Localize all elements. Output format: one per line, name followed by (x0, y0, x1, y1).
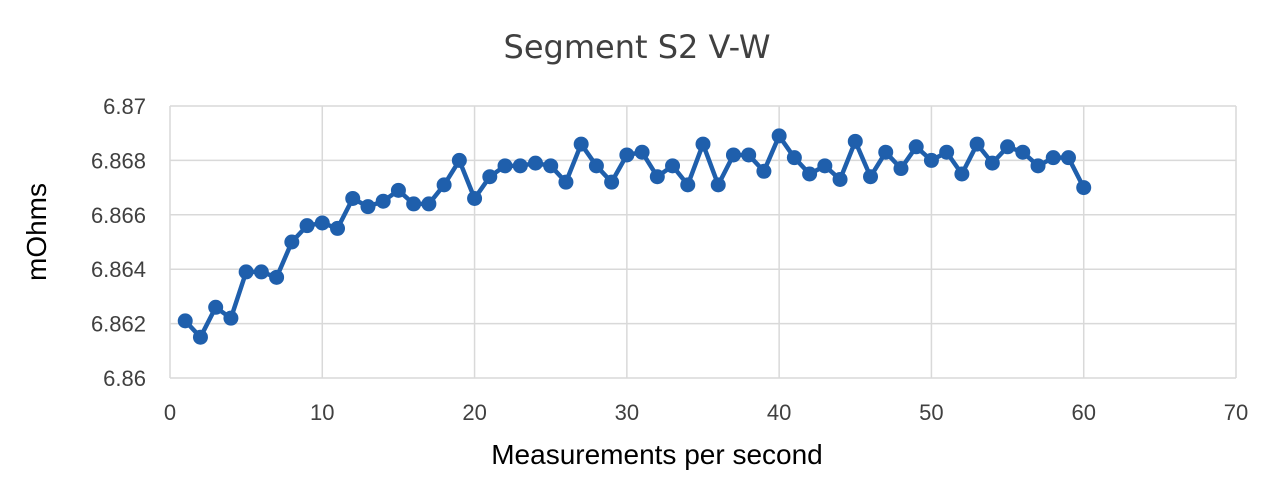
data-point (939, 144, 955, 160)
data-point (908, 139, 924, 155)
data-point (863, 169, 879, 185)
series-line (183, 133, 1086, 340)
x-tick-label: 0 (164, 400, 176, 425)
y-tick-label: 6.868 (91, 148, 146, 173)
data-point (527, 155, 543, 171)
data-point (817, 158, 833, 174)
data-point (786, 150, 802, 166)
x-tick-label: 30 (615, 400, 639, 425)
data-point (710, 177, 726, 193)
data-point (665, 158, 681, 174)
data-point (878, 144, 894, 160)
data-point (984, 155, 1000, 171)
data-point (619, 147, 635, 163)
data-point (604, 174, 620, 190)
data-point (253, 264, 269, 280)
y-axis-label: mOhms (21, 183, 52, 281)
data-point (1015, 144, 1031, 160)
data-point (238, 264, 254, 280)
data-point (390, 182, 406, 198)
data-point (269, 269, 285, 285)
x-tick-label: 60 (1071, 400, 1095, 425)
data-point (558, 174, 574, 190)
data-point (680, 177, 696, 193)
data-point (284, 234, 300, 250)
chart-title: Segment S2 V-W (504, 28, 771, 66)
data-point (177, 313, 193, 329)
data-point (314, 215, 330, 231)
data-point (725, 147, 741, 163)
data-point (695, 136, 711, 152)
x-tick-label: 70 (1224, 400, 1248, 425)
data-point (497, 158, 513, 174)
data-point (741, 147, 757, 163)
y-tick-label: 6.862 (91, 312, 146, 337)
data-point (847, 133, 863, 149)
y-tick-label: 6.866 (91, 203, 146, 228)
data-point (451, 152, 467, 168)
y-tick-label: 6.87 (103, 94, 146, 119)
tick-labels: 0 10 20 30 40 50 60 70 6.86 6.862 6.864 6.866 6.868 6… (91, 94, 1248, 425)
data-point (1000, 139, 1016, 155)
data-point (893, 161, 909, 177)
y-tick-label: 6.86 (103, 366, 146, 391)
data-point (802, 166, 818, 182)
data-point (832, 171, 848, 187)
data-point (954, 166, 970, 182)
data-point (543, 158, 559, 174)
data-point (406, 196, 422, 212)
data-point (1060, 150, 1076, 166)
x-tick-label: 50 (919, 400, 943, 425)
y-tick-label: 6.864 (91, 257, 146, 282)
data-point (375, 193, 391, 209)
data-point (1076, 180, 1092, 196)
data-point (649, 169, 665, 185)
x-tick-label: 40 (767, 400, 791, 425)
data-point (756, 163, 772, 179)
data-point (482, 169, 498, 185)
data-point (421, 196, 437, 212)
data-point (573, 136, 589, 152)
data-point (923, 152, 939, 168)
data-point (771, 128, 787, 144)
data-point (192, 329, 208, 345)
data-point (223, 310, 239, 326)
data-point (512, 158, 528, 174)
data-point (467, 190, 483, 206)
data-point (345, 190, 361, 206)
data-point (436, 177, 452, 193)
x-tick-label: 20 (462, 400, 486, 425)
data-point (208, 299, 224, 315)
data-point (299, 218, 315, 234)
data-point (330, 220, 346, 236)
data-point (1030, 158, 1046, 174)
x-tick-label: 10 (310, 400, 334, 425)
x-axis-label: Measurements per second (491, 439, 823, 470)
data-point (588, 158, 604, 174)
data-point (360, 199, 376, 215)
data-point (969, 136, 985, 152)
data-point (634, 144, 650, 160)
data-series (177, 128, 1092, 345)
data-point (1045, 150, 1061, 166)
